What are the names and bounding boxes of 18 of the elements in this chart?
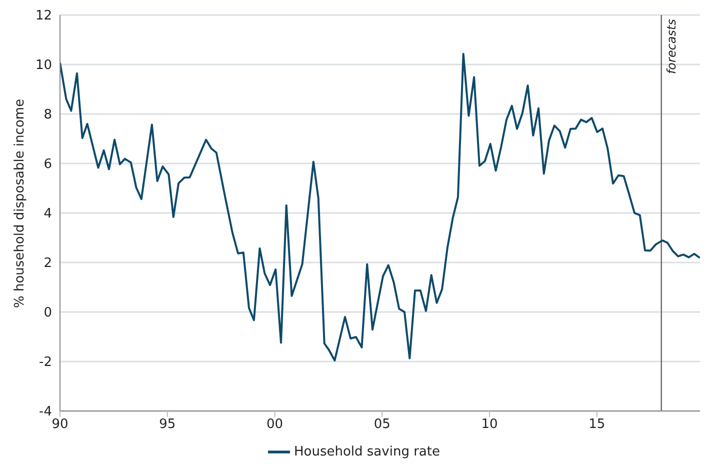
y-tick-label: 8 [44,108,52,123]
y-tick-label: 6 [44,157,52,172]
y-tick-label: 4 [44,206,52,222]
y-tick-label: -4 [39,404,52,420]
y-tick-label: 12 [35,8,52,24]
y-tick-label: 10 [35,58,52,74]
x-tick-label: 90 [52,417,68,432]
x-tick-label: 05 [374,417,390,432]
y-tick-label: 0 [44,306,52,321]
x-tick-label: 95 [159,417,176,432]
ref-line-label: forecasts [664,19,678,74]
y-tick-label: -2 [39,355,52,370]
legend-label: Household saving rate [294,444,440,460]
x-tick-label: 15 [588,417,606,432]
x-tick-label: 10 [481,417,498,432]
y-tick-label: 2 [44,256,52,272]
x-tick-label: 00 [266,417,284,432]
y-axis-title: % household disposable income [12,98,28,308]
